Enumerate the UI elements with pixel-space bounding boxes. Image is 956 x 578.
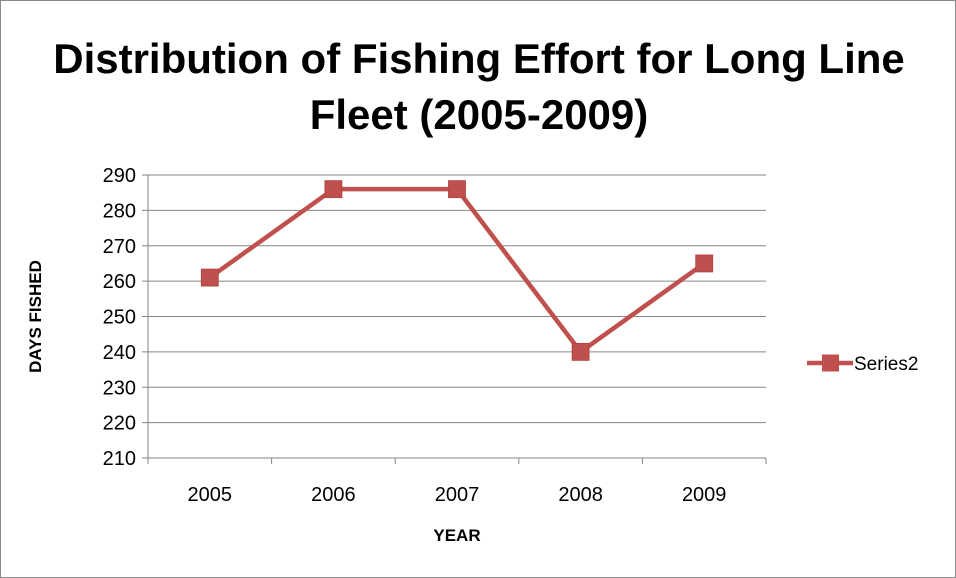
x-tick-label: 2007 (435, 484, 480, 506)
series-line (208, 186, 706, 355)
x-tick-label: 2006 (311, 484, 356, 506)
y-tick-label: 260 (103, 271, 136, 293)
data-point-marker (695, 254, 714, 273)
legend-marker (822, 354, 839, 372)
legend-label: Series2 (854, 354, 918, 375)
y-tick-label: 290 (103, 165, 136, 187)
y-tick-label: 240 (103, 342, 136, 364)
y-tick-label: 280 (103, 200, 136, 222)
data-point-marker (324, 180, 343, 199)
data-point-marker (200, 268, 219, 287)
y-tick-label: 220 (103, 413, 136, 435)
y-tick-label: 250 (103, 307, 136, 329)
y-tick-label: 230 (103, 377, 136, 399)
y-tick-label: 210 (103, 448, 136, 470)
data-point-marker (448, 180, 466, 199)
x-tick-label: 2005 (188, 484, 233, 506)
chart-title: Distribution of Fishing Effort for Long … (53, 35, 905, 138)
y-tick-label: 270 (103, 236, 136, 258)
x-tick-label: 2009 (682, 484, 727, 506)
x-tick-label: 2008 (558, 484, 603, 506)
x-axis-title: YEAR (433, 526, 480, 545)
y-axis-title: DAYS FISHED (26, 260, 45, 373)
data-point-marker (571, 342, 590, 361)
